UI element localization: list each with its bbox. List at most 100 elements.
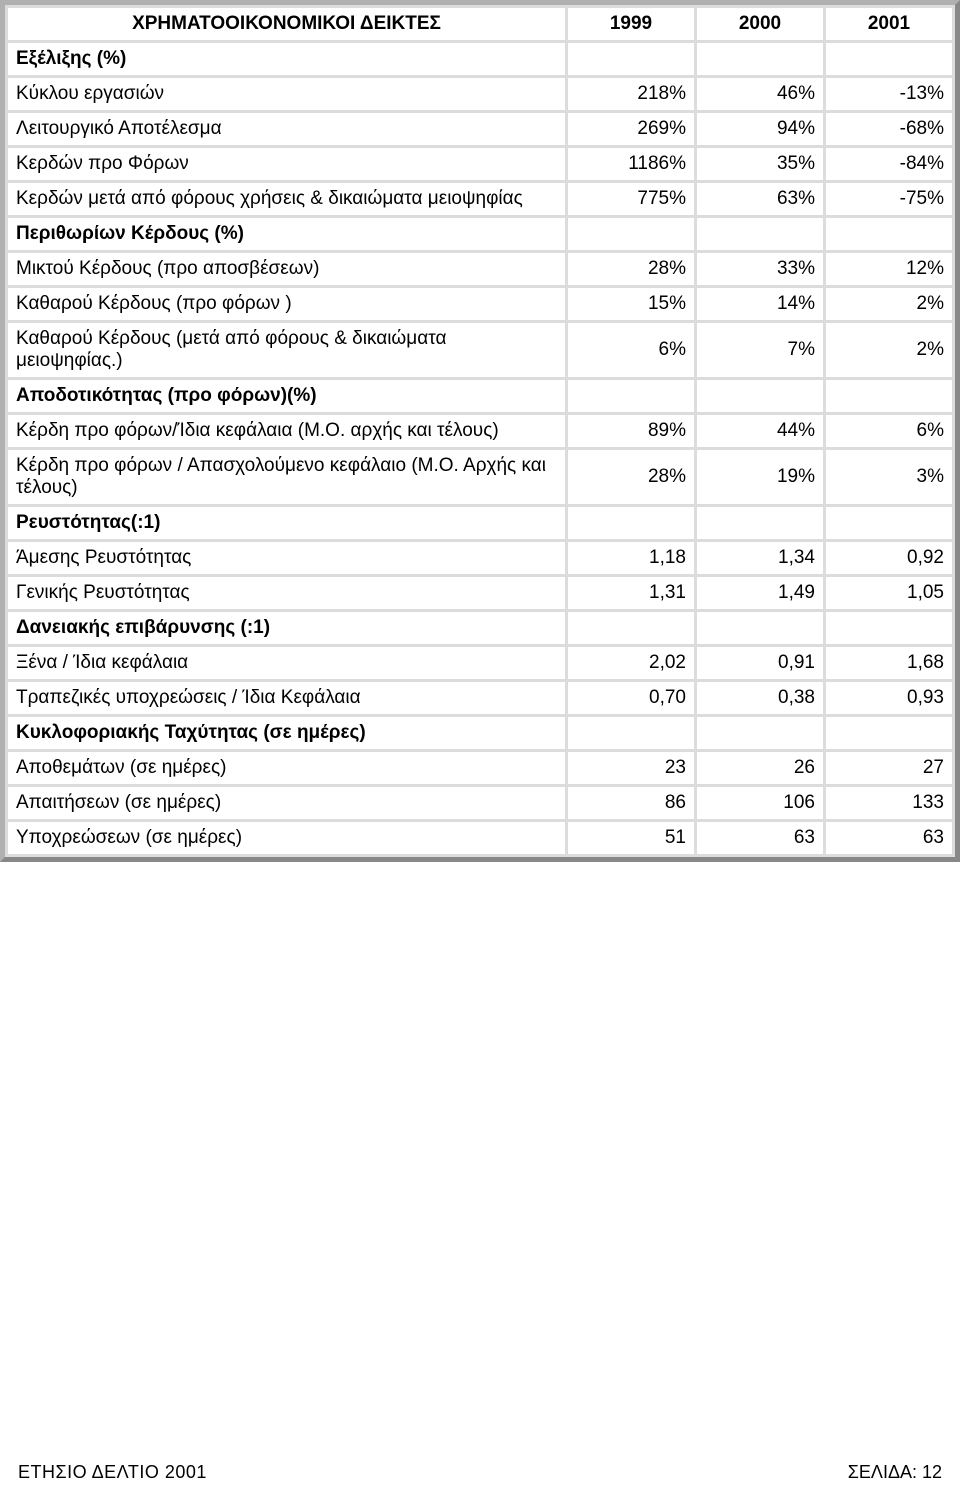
empty-cell — [568, 218, 694, 250]
row-value: 2,02 — [568, 647, 694, 679]
row-value: 2% — [826, 323, 952, 377]
table-row: Εξέλιξης (%) — [8, 43, 952, 75]
table-row: Κερδών προ Φόρων1186%35%-84% — [8, 148, 952, 180]
header-year-1999: 1999 — [568, 8, 694, 40]
row-label: Κερδών προ Φόρων — [8, 148, 565, 180]
table-row: Κέρδη προ φόρων/Ίδια κεφάλαια (Μ.Ο. αρχή… — [8, 415, 952, 447]
section-label: Ρευστότητας(:1) — [8, 507, 565, 539]
row-value: 0,38 — [697, 682, 823, 714]
empty-cell — [697, 43, 823, 75]
empty-cell — [826, 717, 952, 749]
row-value: 0,92 — [826, 542, 952, 574]
empty-cell — [826, 507, 952, 539]
section-label: Δανειακής επιβάρυνσης (:1) — [8, 612, 565, 644]
row-value: 1,34 — [697, 542, 823, 574]
section-label: Αποδοτικότητας (προ φόρων)(%) — [8, 380, 565, 412]
table-row: Απαιτήσεων (σε ημέρες)86106133 — [8, 787, 952, 819]
row-label: Υποχρεώσεων (σε ημέρες) — [8, 822, 565, 854]
empty-cell — [697, 507, 823, 539]
empty-cell — [826, 380, 952, 412]
section-label: Περιθωρίων Κέρδους (%) — [8, 218, 565, 250]
row-value: 3% — [826, 450, 952, 504]
table-row: Κυκλοφοριακής Ταχύτητας (σε ημέρες) — [8, 717, 952, 749]
empty-cell — [826, 612, 952, 644]
table-row: Μικτού Κέρδους (προ αποσβέσεων)28%33%12% — [8, 253, 952, 285]
row-label: Μικτού Κέρδους (προ αποσβέσεων) — [8, 253, 565, 285]
row-value: 218% — [568, 78, 694, 110]
header-year-2000: 2000 — [697, 8, 823, 40]
row-value: 14% — [697, 288, 823, 320]
header-year-2001: 2001 — [826, 8, 952, 40]
row-value: 15% — [568, 288, 694, 320]
empty-cell — [826, 43, 952, 75]
table-row: Ξένα / Ίδια κεφάλαια2,020,911,68 — [8, 647, 952, 679]
row-label: Κέρδη προ φόρων / Απασχολούμενο κεφάλαιο… — [8, 450, 565, 504]
row-value: 94% — [697, 113, 823, 145]
empty-cell — [697, 380, 823, 412]
row-label: Λειτουργικό Αποτέλεσμα — [8, 113, 565, 145]
row-value: 1,49 — [697, 577, 823, 609]
row-value: 19% — [697, 450, 823, 504]
table-row: Ρευστότητας(:1) — [8, 507, 952, 539]
empty-cell — [697, 218, 823, 250]
row-value: 7% — [697, 323, 823, 377]
row-label: Καθαρού Κέρδους (μετά από φόρους & δικαι… — [8, 323, 565, 377]
empty-cell — [568, 612, 694, 644]
table-row: Καθαρού Κέρδους (προ φόρων )15%14%2% — [8, 288, 952, 320]
row-value: 63 — [826, 822, 952, 854]
footer-report-title: ΕΤΗΣΙΟ ΔΕΛΤΙΟ 2001 — [18, 1462, 207, 1483]
empty-cell — [826, 218, 952, 250]
row-value: 6% — [568, 323, 694, 377]
financial-table-wrapper: ΧΡΗΜΑΤΟΟΙΚΟΝΟΜΙΚΟΙ ΔΕΙΚΤΕΣ 1999 2000 200… — [0, 0, 960, 862]
financial-indicators-table: ΧΡΗΜΑΤΟΟΙΚΟΝΟΜΙΚΟΙ ΔΕΙΚΤΕΣ 1999 2000 200… — [5, 5, 955, 857]
empty-cell — [568, 380, 694, 412]
empty-cell — [697, 612, 823, 644]
row-value: 0,91 — [697, 647, 823, 679]
row-value: 27 — [826, 752, 952, 784]
row-value: 23 — [568, 752, 694, 784]
header-title: ΧΡΗΜΑΤΟΟΙΚΟΝΟΜΙΚΟΙ ΔΕΙΚΤΕΣ — [8, 8, 565, 40]
row-label: Καθαρού Κέρδους (προ φόρων ) — [8, 288, 565, 320]
empty-cell — [568, 43, 694, 75]
row-value: 1,68 — [826, 647, 952, 679]
row-value: 63 — [697, 822, 823, 854]
table-row: Δανειακής επιβάρυνσης (:1) — [8, 612, 952, 644]
row-value: 46% — [697, 78, 823, 110]
table-row: Περιθωρίων Κέρδους (%) — [8, 218, 952, 250]
empty-cell — [697, 717, 823, 749]
row-value: -68% — [826, 113, 952, 145]
row-value: 2% — [826, 288, 952, 320]
row-value: 775% — [568, 183, 694, 215]
row-value: 63% — [697, 183, 823, 215]
table-header-row: ΧΡΗΜΑΤΟΟΙΚΟΝΟΜΙΚΟΙ ΔΕΙΚΤΕΣ 1999 2000 200… — [8, 8, 952, 40]
table-row: Τραπεζικές υποχρεώσεις / Ίδια Κεφάλαια0,… — [8, 682, 952, 714]
row-label: Κέρδη προ φόρων/Ίδια κεφάλαια (Μ.Ο. αρχή… — [8, 415, 565, 447]
table-row: Καθαρού Κέρδους (μετά από φόρους & δικαι… — [8, 323, 952, 377]
row-value: -13% — [826, 78, 952, 110]
row-label: Κερδών μετά από φόρους χρήσεις & δικαιώμ… — [8, 183, 565, 215]
row-value: -75% — [826, 183, 952, 215]
row-label: Αποθεμάτων (σε ημέρες) — [8, 752, 565, 784]
row-value: 86 — [568, 787, 694, 819]
table-row: Κερδών μετά από φόρους χρήσεις & δικαιώμ… — [8, 183, 952, 215]
row-value: 12% — [826, 253, 952, 285]
row-label: Άμεσης Ρευστότητας — [8, 542, 565, 574]
row-label: Γενικής Ρευστότητας — [8, 577, 565, 609]
row-label: Απαιτήσεων (σε ημέρες) — [8, 787, 565, 819]
page: ΧΡΗΜΑΤΟΟΙΚΟΝΟΜΙΚΟΙ ΔΕΙΚΤΕΣ 1999 2000 200… — [0, 0, 960, 1503]
row-value: 0,93 — [826, 682, 952, 714]
row-value: 6% — [826, 415, 952, 447]
empty-cell — [568, 507, 694, 539]
row-value: 1,05 — [826, 577, 952, 609]
table-row: Αποδοτικότητας (προ φόρων)(%) — [8, 380, 952, 412]
footer-page-number: ΣΕΛΙΔΑ: 12 — [848, 1462, 942, 1483]
empty-cell — [568, 717, 694, 749]
table-row: Υποχρεώσεων (σε ημέρες)516363 — [8, 822, 952, 854]
row-value: 269% — [568, 113, 694, 145]
table-row: Κέρδη προ φόρων / Απασχολούμενο κεφάλαιο… — [8, 450, 952, 504]
row-value: 1,18 — [568, 542, 694, 574]
table-row: Αποθεμάτων (σε ημέρες)232627 — [8, 752, 952, 784]
row-value: 1,31 — [568, 577, 694, 609]
row-value: 33% — [697, 253, 823, 285]
row-value: 44% — [697, 415, 823, 447]
